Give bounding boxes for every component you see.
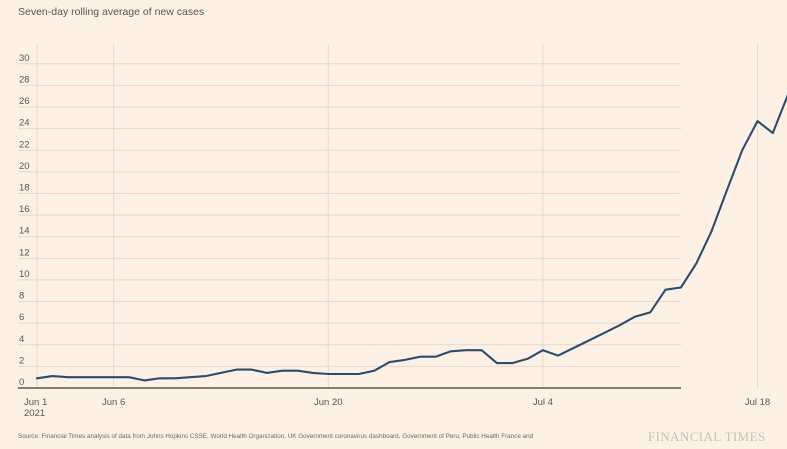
y-tick-label: 18	[19, 182, 30, 193]
x-tick-label-year: 2021	[24, 408, 45, 419]
y-tick-label: 4	[19, 334, 24, 345]
series-line-gibraltar	[35, 94, 787, 382]
x-tick-label: Jun 20	[314, 397, 343, 408]
y-tick-label: 24	[19, 118, 30, 129]
series-layer: Gibraltar	[35, 94, 787, 382]
x-tick-label: Jul 18	[745, 397, 770, 408]
y-tick-label: 30	[19, 53, 30, 64]
y-tick-label: 10	[19, 269, 30, 280]
y-tick-label: 22	[19, 139, 30, 150]
y-tick-label: 14	[19, 226, 30, 237]
source-note: Source: Financial Times analysis of data…	[18, 433, 534, 440]
x-tick-label: Jun 6	[102, 397, 125, 408]
brand-logo: FINANCIAL TIMES	[648, 429, 766, 444]
y-tick-label: 28	[19, 74, 30, 85]
chart-subtitle: Seven-day rolling average of new cases	[18, 6, 205, 18]
horizontal-gridlines	[18, 63, 681, 367]
y-tick-label: 6	[19, 312, 24, 323]
y-tick-label: 16	[19, 204, 30, 215]
x-tick-label: Jun 1	[24, 397, 47, 408]
vertical-gridlines	[36, 44, 759, 388]
y-tick-label: 0	[19, 377, 24, 388]
y-tick-label: 8	[19, 291, 24, 302]
y-tick-label: 12	[19, 247, 30, 258]
y-tick-label: 20	[19, 161, 30, 172]
x-tick-label: Jul 4	[533, 397, 553, 408]
y-tick-label: 2	[19, 355, 24, 366]
y-tick-label: 26	[19, 96, 30, 107]
